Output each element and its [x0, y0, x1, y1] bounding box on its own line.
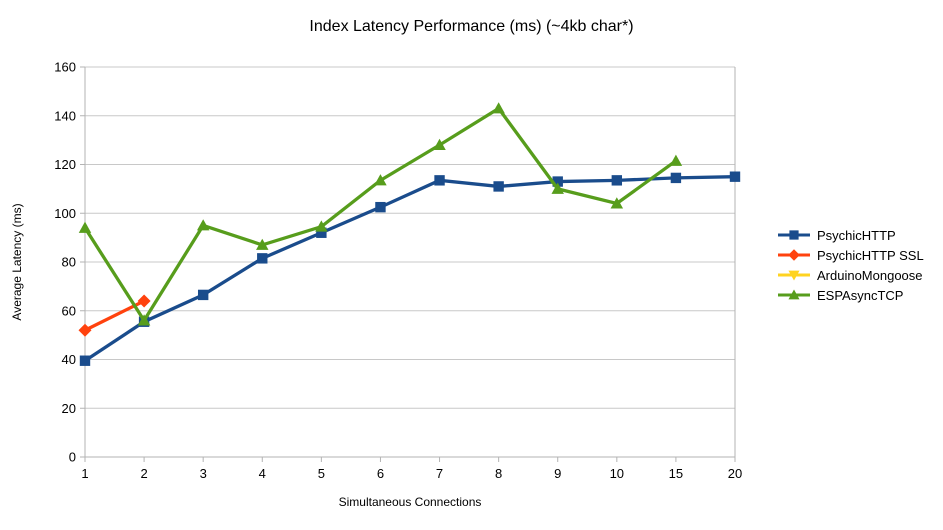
triangle-up-marker-icon [78, 221, 92, 233]
square-marker-icon [611, 175, 623, 186]
x-tick-label: 7 [436, 466, 443, 481]
x-tick-label: 3 [200, 466, 207, 481]
triangle-up-marker-icon [196, 219, 210, 231]
triangle-up-marker-icon [315, 220, 328, 232]
diamond-marker-icon [778, 249, 810, 261]
square-marker-icon [493, 181, 504, 192]
y-tick-label: 160 [54, 60, 76, 75]
x-tick-label: 4 [259, 466, 266, 481]
y-tick-label: 0 [69, 450, 76, 465]
triangle-down-marker-icon [778, 270, 810, 281]
square-marker-icon [375, 201, 386, 213]
triangle-up-marker-icon [778, 289, 810, 300]
square-marker-icon [197, 289, 209, 301]
x-tick-label: 15 [669, 466, 683, 481]
y-tick-label: 100 [54, 206, 76, 221]
legend-item-arduinomongoose: ArduinoMongoose [777, 265, 924, 285]
square-marker-icon [778, 230, 810, 240]
legend-label: ESPAsyncTCP [817, 287, 904, 303]
series-line [83, 106, 677, 324]
diamond-marker-icon [78, 323, 92, 337]
triangle-up-marker-icon [551, 182, 564, 194]
y-tick-label: 40 [62, 352, 76, 367]
square-marker-icon [670, 172, 682, 184]
square-marker-icon [434, 175, 445, 186]
x-tick-label: 5 [318, 466, 325, 481]
legend-item-espasynctcp: ESPAsyncTCP [777, 285, 924, 305]
y-tick-label: 60 [62, 303, 76, 318]
series-line [84, 175, 736, 363]
square-marker-icon [729, 171, 741, 182]
triangle-up-marker-icon [669, 154, 683, 166]
x-tick-label: 6 [377, 466, 384, 481]
x-tick-label: 10 [610, 466, 624, 481]
triangle-up-marker-icon [137, 314, 151, 326]
y-tick-label: 120 [54, 157, 76, 172]
triangle-up-marker-icon [433, 138, 446, 150]
legend-label: ArduinoMongoose [817, 267, 923, 283]
x-tick-label: 1 [81, 466, 88, 481]
diamond-marker-icon [137, 294, 151, 308]
y-axis-title: Average Latency (ms) [10, 203, 24, 321]
triangle-up-marker-icon [256, 238, 269, 250]
x-tick-label: 2 [140, 466, 147, 481]
legend-label: PsychicHTTP [817, 227, 896, 243]
chart-title: Index Latency Performance (ms) (~4kb cha… [309, 18, 634, 35]
triangle-up-marker-icon [492, 102, 505, 114]
square-marker-icon [79, 355, 91, 366]
legend-item-psychichttp-ssl: PsychicHTTP SSL [777, 245, 924, 265]
x-tick-label: 8 [495, 466, 502, 481]
y-tick-label: 80 [62, 255, 76, 270]
x-tick-label: 20 [728, 466, 742, 481]
triangle-up-marker-icon [610, 197, 624, 209]
triangle-up-marker-icon [374, 174, 387, 186]
legend-label: PsychicHTTP SSL [817, 247, 924, 263]
square-marker-icon [257, 253, 268, 264]
legend: PsychicHTTP PsychicHTTP SSL ArduinoMongoos… [777, 225, 924, 305]
y-tick-label: 140 [54, 108, 76, 123]
x-tick-label: 9 [554, 466, 561, 481]
y-tick-label: 20 [62, 401, 76, 416]
x-axis-title: Simultaneous Connections [338, 495, 482, 509]
legend-item-psychichttp: PsychicHTTP [777, 225, 924, 245]
